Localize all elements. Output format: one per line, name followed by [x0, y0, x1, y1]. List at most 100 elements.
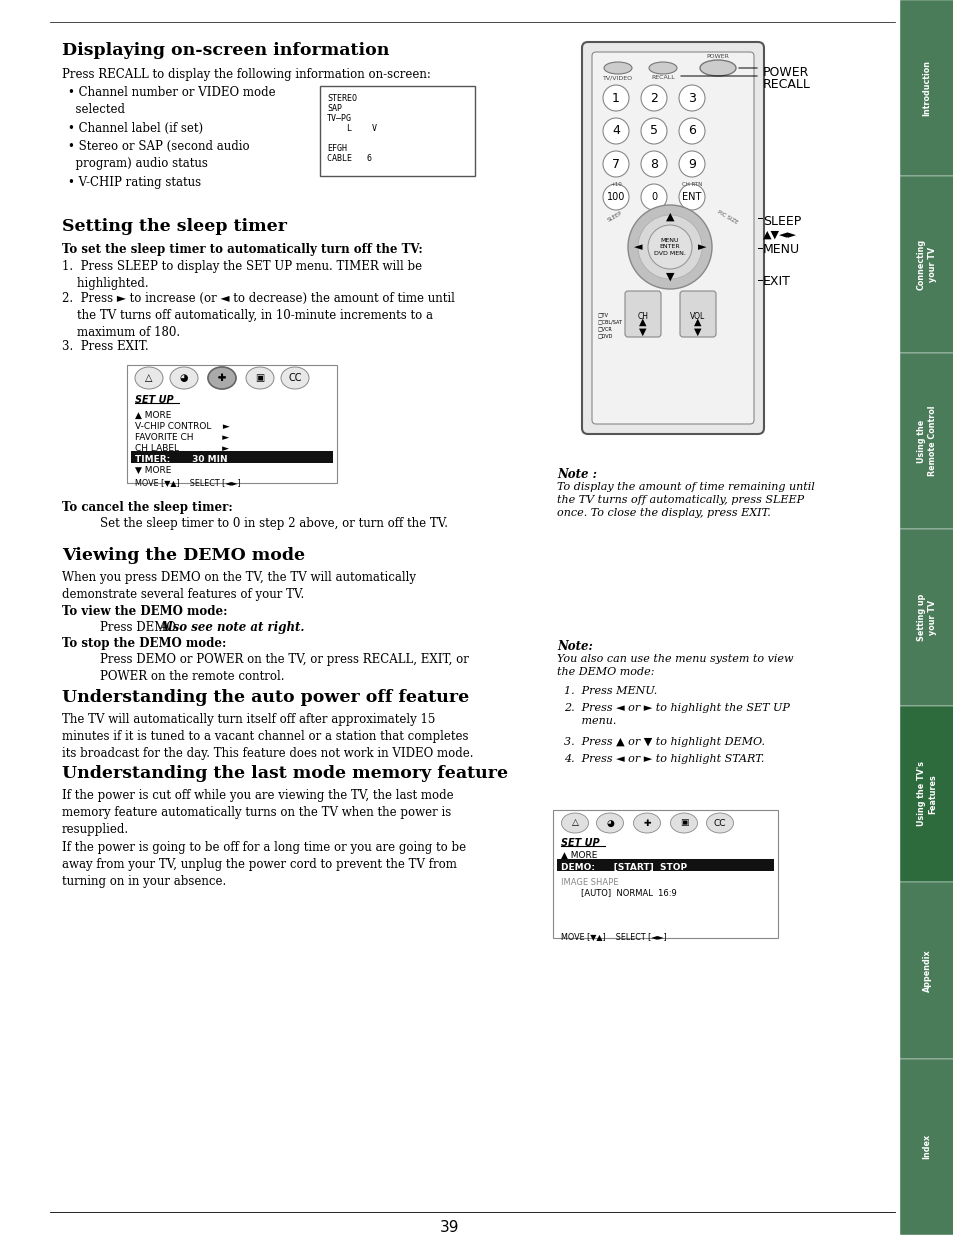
Text: [AUTO]  NORMAL  16:9: [AUTO] NORMAL 16:9 [580, 888, 676, 897]
Text: ENT: ENT [681, 191, 701, 203]
Circle shape [640, 85, 666, 111]
Text: IMAGE SHAPE: IMAGE SHAPE [560, 878, 618, 887]
Ellipse shape [603, 62, 631, 74]
Text: ►: ► [697, 242, 705, 252]
Text: Set the sleep timer to 0 in step 2 above, or turn off the TV.: Set the sleep timer to 0 in step 2 above… [100, 517, 448, 530]
Text: To set the sleep timer to automatically turn off the TV:: To set the sleep timer to automatically … [62, 243, 422, 256]
Ellipse shape [561, 813, 588, 832]
Text: ▣: ▣ [255, 373, 264, 383]
Ellipse shape [706, 813, 733, 832]
Text: • Channel number or VIDEO mode
  selected: • Channel number or VIDEO mode selected [68, 86, 275, 116]
Text: SLEEP: SLEEP [762, 215, 801, 228]
Ellipse shape [700, 61, 735, 77]
Text: ▼: ▼ [639, 327, 646, 337]
Text: When you press DEMO on the TV, the TV will automatically
demonstrate several fea: When you press DEMO on the TV, the TV wi… [62, 571, 416, 601]
Text: The TV will automatically turn itself off after approximately 15
minutes if it i: The TV will automatically turn itself of… [62, 713, 473, 760]
Text: △: △ [145, 373, 152, 383]
Ellipse shape [596, 813, 623, 832]
Text: SET UP: SET UP [560, 839, 599, 848]
Bar [899, 0, 953, 177]
Text: SAP: SAP [327, 104, 341, 112]
Circle shape [638, 215, 701, 279]
Text: Press RECALL to display the following information on-screen:: Press RECALL to display the following in… [62, 68, 431, 82]
Text: Understanding the auto power off feature: Understanding the auto power off feature [62, 689, 469, 706]
Text: POWER: POWER [762, 65, 808, 79]
FancyBboxPatch shape [592, 52, 753, 424]
Text: 39: 39 [439, 1220, 459, 1235]
Text: • V-CHIP rating status: • V-CHIP rating status [68, 177, 201, 189]
Text: 3.  Press ▲ or ▼ to highlight DEMO.: 3. Press ▲ or ▼ to highlight DEMO. [563, 737, 764, 747]
Text: Index: Index [922, 1134, 930, 1160]
Text: ◕: ◕ [605, 819, 614, 827]
Text: Note:: Note: [557, 640, 592, 653]
Text: RECALL: RECALL [762, 78, 810, 91]
Bar [899, 1058, 953, 1235]
Text: 2.  Press ◄ or ► to highlight the SET UP
     menu.: 2. Press ◄ or ► to highlight the SET UP … [563, 703, 789, 726]
Circle shape [640, 184, 666, 210]
Text: If the power is cut off while you are viewing the TV, the last mode
memory featu: If the power is cut off while you are vi… [62, 789, 453, 836]
Text: Note :: Note : [557, 468, 597, 480]
Text: 5: 5 [649, 125, 658, 137]
Text: 1: 1 [612, 91, 619, 105]
Text: To view the DEMO mode:: To view the DEMO mode: [62, 605, 227, 618]
Text: +10: +10 [610, 182, 621, 186]
Circle shape [679, 151, 704, 177]
Circle shape [640, 119, 666, 144]
Text: ▼: ▼ [665, 272, 674, 282]
Text: 1.  Press SLEEP to display the SET UP menu. TIMER will be
    highlighted.: 1. Press SLEEP to display the SET UP men… [62, 261, 421, 290]
Text: Viewing the DEMO mode: Viewing the DEMO mode [62, 547, 305, 564]
Text: DEMO:      [START]  STOP: DEMO: [START] STOP [560, 863, 686, 872]
Text: ▼ MORE: ▼ MORE [135, 466, 172, 475]
Text: Setting the sleep timer: Setting the sleep timer [62, 219, 287, 235]
Text: Introduction: Introduction [922, 61, 930, 116]
Ellipse shape [633, 813, 659, 832]
Text: CC: CC [713, 819, 725, 827]
Text: ▲ MORE: ▲ MORE [560, 851, 597, 860]
Bar [319, 86, 475, 177]
Text: To stop the DEMO mode:: To stop the DEMO mode: [62, 637, 226, 650]
Ellipse shape [208, 367, 235, 389]
Text: ◄: ◄ [633, 242, 641, 252]
Text: TV–PG: TV–PG [327, 114, 352, 124]
Text: 9: 9 [687, 158, 695, 170]
Ellipse shape [281, 367, 309, 389]
Text: To cancel the sleep timer:: To cancel the sleep timer: [62, 501, 233, 514]
Text: TIMER:       30 MIN: TIMER: 30 MIN [135, 454, 228, 464]
Bar [899, 530, 953, 705]
Text: ✚: ✚ [642, 819, 650, 827]
Text: CC: CC [288, 373, 301, 383]
Text: STEREO: STEREO [327, 94, 356, 103]
FancyBboxPatch shape [581, 42, 763, 433]
Text: SLEEP: SLEEP [605, 210, 622, 222]
Text: ▲: ▲ [694, 317, 701, 327]
Text: L    V: L V [327, 124, 376, 133]
Ellipse shape [135, 367, 163, 389]
Text: △: △ [571, 819, 578, 827]
Text: 7: 7 [612, 158, 619, 170]
Text: Displaying on-screen information: Displaying on-screen information [62, 42, 389, 59]
Text: Using the TV's
Features: Using the TV's Features [916, 762, 936, 826]
Text: MOVE [▼▲]    SELECT [◄►]: MOVE [▼▲] SELECT [◄►] [135, 478, 240, 487]
Text: MENU
ENTER
DVD MEN.: MENU ENTER DVD MEN. [654, 238, 685, 256]
Text: Press DEMO or POWER on the TV, or press RECALL, EXIT, or
POWER on the remote con: Press DEMO or POWER on the TV, or press … [100, 653, 468, 683]
Text: CABLE   6: CABLE 6 [327, 154, 372, 163]
Text: V-CHIP CONTROL    ►: V-CHIP CONTROL ► [135, 422, 230, 431]
Text: 2: 2 [649, 91, 658, 105]
Text: Also see note at right.: Also see note at right. [160, 621, 305, 634]
Circle shape [602, 151, 628, 177]
Bar [127, 366, 336, 483]
Bar [557, 860, 773, 871]
Text: If the power is going to be off for a long time or you are going to be
away from: If the power is going to be off for a lo… [62, 841, 466, 888]
Text: ▲: ▲ [665, 212, 674, 222]
Bar [899, 177, 953, 353]
Circle shape [647, 225, 691, 269]
Text: ▲ MORE: ▲ MORE [135, 411, 172, 420]
Text: • Channel label (if set): • Channel label (if set) [68, 122, 203, 135]
Text: EXIT: EXIT [762, 275, 790, 288]
Text: 100: 100 [606, 191, 624, 203]
Ellipse shape [170, 367, 198, 389]
Text: TV/VIDEO: TV/VIDEO [602, 75, 633, 80]
Circle shape [627, 205, 711, 289]
Text: Press DEMO.: Press DEMO. [100, 621, 183, 634]
Text: PIC SIZE: PIC SIZE [717, 210, 739, 226]
